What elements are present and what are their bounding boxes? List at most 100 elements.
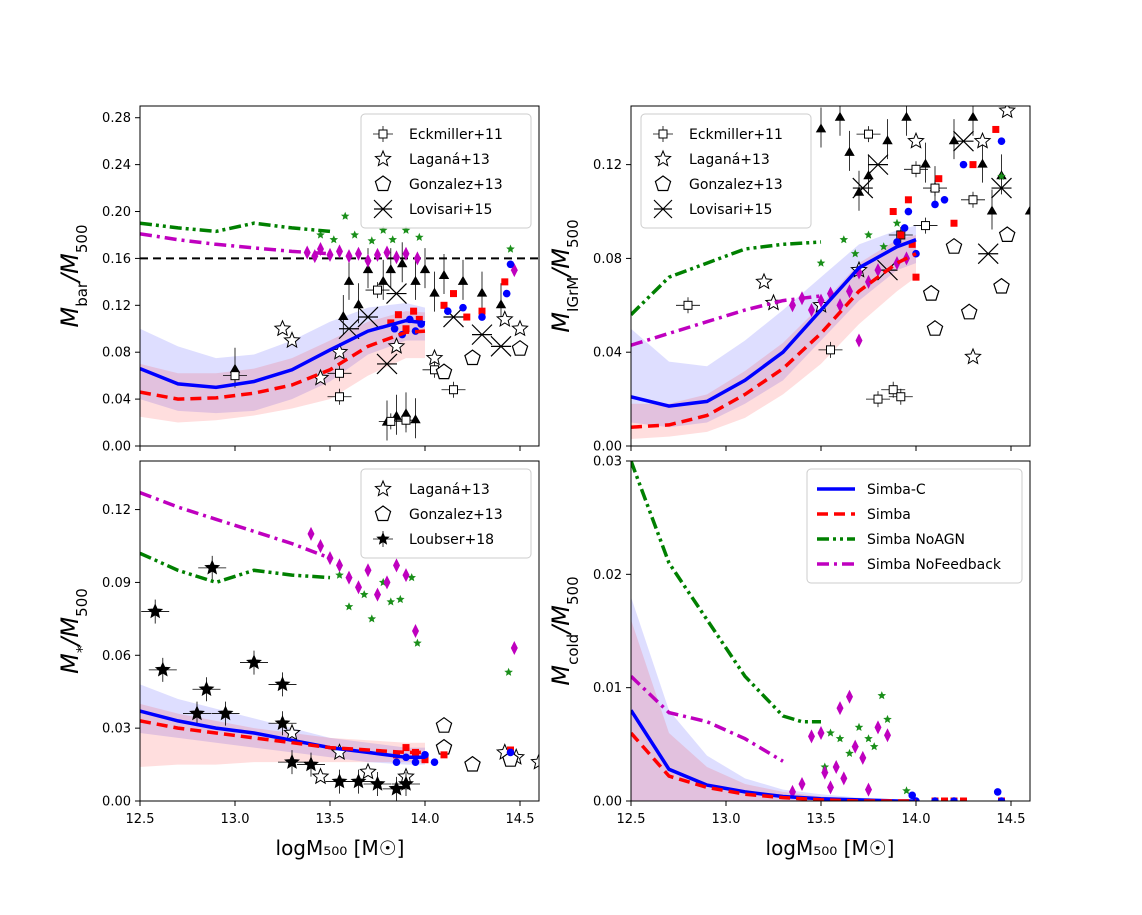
y-label-part: M <box>56 653 84 674</box>
nofeedback-point <box>393 558 400 573</box>
legend-label: Gonzalez+13 <box>689 177 783 193</box>
noagn-point <box>359 590 369 599</box>
x-tick-label: 13.0 <box>221 812 250 827</box>
line-simba <box>631 731 916 801</box>
nofeedback-point <box>865 274 872 289</box>
simba-point <box>960 797 967 801</box>
legend-box <box>806 468 1023 584</box>
simba-point <box>450 290 457 298</box>
noagn-point <box>344 602 354 611</box>
loubser-point <box>350 773 367 789</box>
nofeedback-point <box>832 760 840 774</box>
line-simba-noagn <box>140 551 331 585</box>
y-axis-label: M*/M500 <box>56 588 91 674</box>
loubser-point <box>198 681 215 696</box>
simba-point <box>394 311 402 319</box>
gonzalez-point <box>922 284 940 301</box>
noagn-point <box>869 742 879 751</box>
noagn-point <box>378 225 388 234</box>
noagn-point <box>329 235 339 244</box>
y-tick-label: 0.12 <box>102 503 131 518</box>
simba-c-point <box>893 238 901 246</box>
y-label-part: * <box>73 645 91 653</box>
lagana-point <box>495 310 514 327</box>
legend-label: Simba NoAGN <box>867 532 965 548</box>
nofeedback-point <box>808 729 815 744</box>
noagn-point <box>892 218 902 227</box>
nofeedback-point <box>402 246 410 261</box>
band-simba-c <box>631 597 916 801</box>
band-simba <box>631 619 916 801</box>
loubser-point <box>204 559 221 575</box>
legend-square-marker <box>378 129 388 139</box>
simba-point <box>478 307 486 315</box>
nofeedback-point <box>383 575 391 590</box>
gonzalez-point <box>998 226 1016 242</box>
gonzalez-point <box>960 303 978 320</box>
nofeedback-point <box>336 558 343 573</box>
nofeedback-point <box>874 263 882 278</box>
eckmiller-point <box>683 300 693 310</box>
triangle-marker <box>410 414 421 424</box>
line-simba-c <box>140 709 425 760</box>
line-simba-nofeedback <box>140 490 331 560</box>
y-tick-label: 0.20 <box>102 205 131 220</box>
noagn-point <box>864 230 873 239</box>
gonzalez-point <box>464 755 481 772</box>
simba-c-point <box>430 758 439 766</box>
x-tick-label: 12.5 <box>126 812 155 827</box>
x-tick-label: 13.5 <box>807 812 836 827</box>
noagn-point <box>854 722 864 731</box>
noagn-point <box>816 258 826 267</box>
gonzalez-point <box>993 277 1010 294</box>
simba-point <box>402 744 410 752</box>
triangle-marker <box>476 287 488 297</box>
y-label-part: /M <box>547 248 575 279</box>
nofeedback-point <box>865 782 872 797</box>
legend-label: Gonzalez+13 <box>409 177 503 193</box>
panel-p1: 0.00 0.04 0.08 0.12 0.16 0.20 0.24 0.28 Mbar/M50… <box>56 105 540 455</box>
legend-box <box>640 113 812 229</box>
lovisari-point <box>977 243 999 265</box>
panel-p4: 12.5 13.0 13.5 14.0 14.5 0.00 0.01 0.02 0.03 Mcol… <box>547 455 1031 827</box>
noagn-point <box>883 714 892 723</box>
line-simba-c <box>631 238 917 408</box>
axes-frame <box>139 460 540 802</box>
noagn-point <box>504 667 513 676</box>
legend-star-marker <box>654 149 672 167</box>
nofeedback-point <box>884 728 891 743</box>
nofeedback-point <box>364 253 372 268</box>
legend-star-marker <box>374 479 392 497</box>
lagana-point <box>387 336 406 354</box>
simba-point <box>969 161 977 169</box>
y-label-part: bar <box>73 281 91 307</box>
y-tick-label: 0.12 <box>102 299 131 314</box>
loubser-point <box>274 676 291 692</box>
noagn-point <box>316 230 325 239</box>
band-simba-c <box>631 225 916 428</box>
nofeedback-point <box>874 720 882 735</box>
noagn-point <box>835 734 845 743</box>
simba-c-point <box>506 748 515 757</box>
eckmiller-point <box>401 415 411 425</box>
noagn-point <box>413 638 422 647</box>
gonzalez-point <box>435 363 453 380</box>
y-label-part: /M <box>547 605 575 636</box>
triangle-marker <box>815 123 827 133</box>
y-label-part: /M <box>56 617 84 648</box>
nofeedback-point <box>893 256 901 271</box>
noagn-point <box>407 573 416 582</box>
noagn-point <box>350 230 359 239</box>
legend-square-marker <box>658 129 668 139</box>
nofeedback-point <box>846 284 853 299</box>
nofeedback-point <box>345 249 353 264</box>
line-simba-noagn <box>631 240 822 316</box>
y-label-part: 500 <box>564 219 582 248</box>
noagn-point <box>386 597 396 606</box>
lagana-point <box>283 723 301 741</box>
simba-point <box>421 756 429 764</box>
y-tick-label: 0.03 <box>102 722 131 737</box>
simba-c-point <box>931 200 939 209</box>
triangle-marker <box>385 264 396 274</box>
lagana-point <box>530 752 539 770</box>
